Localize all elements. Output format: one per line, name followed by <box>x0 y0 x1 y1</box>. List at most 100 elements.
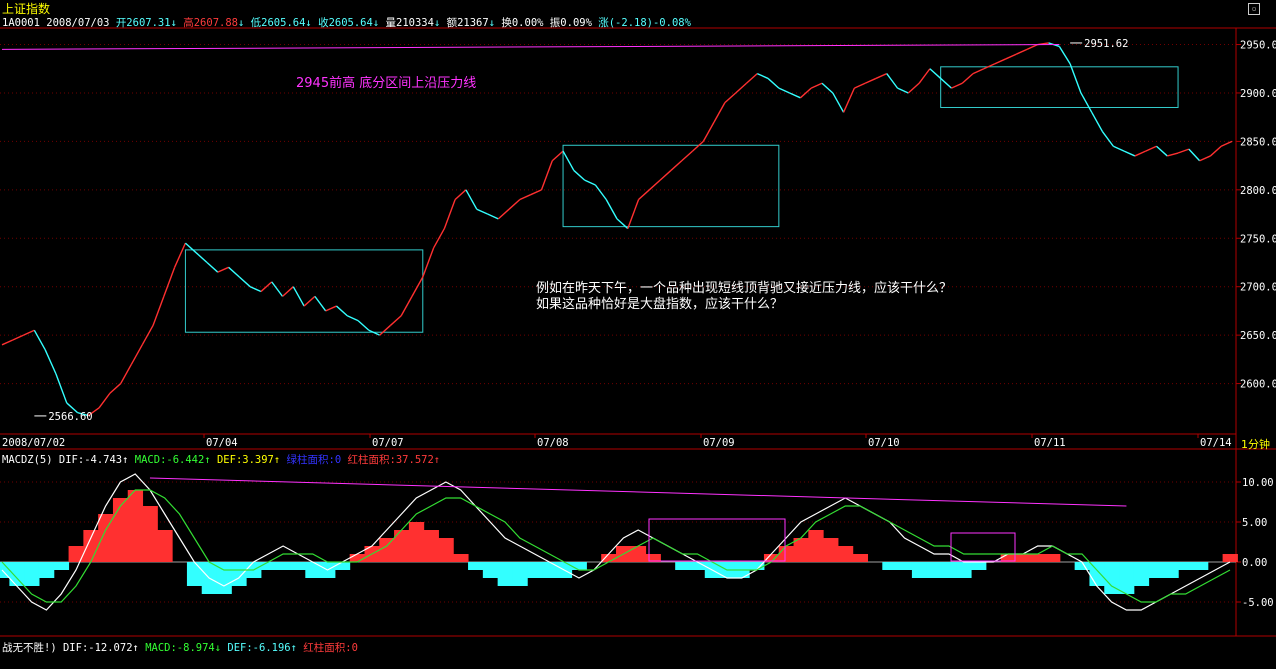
low-price: 低2605.64 <box>250 17 306 29</box>
bottom-legend: 战无不胜!) DIF:-12.072↑ MACD:-8.974↓ DEF:-6.… <box>2 642 358 654</box>
price-segment <box>465 189 478 210</box>
price-segment <box>854 82 866 89</box>
price-segment <box>756 72 769 80</box>
bottom-name: 战无不胜!) <box>2 642 57 654</box>
price-segment <box>44 349 57 375</box>
histogram-bar <box>852 554 869 562</box>
price-segment <box>670 160 683 171</box>
period-label[interactable]: 1分钟 <box>1241 438 1270 451</box>
price-segment <box>1015 48 1028 55</box>
price-tick-label: 2750.0 <box>1240 233 1276 245</box>
price-segment <box>951 82 963 89</box>
histogram-bar <box>601 554 617 562</box>
high-price: 高2607.88 <box>183 17 238 29</box>
histogram-bar <box>349 554 365 562</box>
histogram-bar <box>127 490 144 562</box>
histogram-bar <box>971 562 987 570</box>
histogram-bar <box>571 562 587 570</box>
histogram-bar <box>98 514 114 562</box>
price-segment <box>98 392 111 409</box>
histogram-bar <box>823 538 839 562</box>
histogram-bar <box>497 562 513 586</box>
price-segment <box>325 305 337 312</box>
quote-date: 2008/07/03 <box>46 17 110 29</box>
x-tick-label: 07/07 <box>372 437 404 449</box>
price-segment <box>55 373 68 404</box>
x-tick-label: 07/10 <box>868 437 900 449</box>
turnover: 换0.00% <box>501 17 544 29</box>
restore-icon[interactable]: ▫ <box>1248 3 1260 15</box>
price-segment <box>616 218 629 230</box>
histogram-bar <box>1178 562 1194 570</box>
divergence-box-2 <box>950 532 1016 562</box>
price-segment <box>141 325 154 346</box>
macd-legend: MACDZ(5) DIF:-4.743↑ MACD:-6.442↑ DEF:3.… <box>2 454 441 466</box>
price-segment <box>724 92 737 104</box>
bottom-red-area: 红柱面积:0 <box>303 642 358 654</box>
histogram-bar <box>1089 562 1105 586</box>
histogram-bar <box>112 498 129 562</box>
price-segment <box>1134 150 1146 157</box>
price-segment <box>842 87 856 113</box>
divergence-line <box>149 477 1127 507</box>
price-segment <box>303 295 316 307</box>
price-segment <box>1199 155 1211 162</box>
price-segment <box>907 82 920 94</box>
price-segment <box>282 286 294 297</box>
price-segment <box>681 150 693 162</box>
price-tick-label: 2700.0 <box>1240 282 1276 294</box>
price-segment <box>1220 140 1233 147</box>
histogram-bar <box>468 562 484 570</box>
histogram-bar <box>749 562 765 570</box>
price-segment <box>422 247 435 278</box>
x-tick-label: 2008/07/02 <box>2 437 65 449</box>
price-segment <box>508 198 521 210</box>
macd-tick-label: -5.00 <box>1242 597 1274 609</box>
histogram-bar <box>1030 554 1046 562</box>
price-tick-label: 2600.0 <box>1240 379 1276 391</box>
price-segment <box>249 286 262 293</box>
price-segment <box>530 189 542 196</box>
bottom-def: DEF:-6.196 <box>227 642 291 654</box>
price-segment <box>238 276 251 288</box>
price-segment <box>357 320 370 331</box>
price-segment <box>217 266 229 273</box>
price-tick-label: 2950.0 <box>1240 40 1276 52</box>
macd-tick-label: 10.00 <box>1242 477 1274 489</box>
price-segment <box>23 329 35 336</box>
histogram-bar <box>1133 562 1150 586</box>
amount: 额21367 <box>446 17 489 29</box>
dif-line <box>1 473 1231 611</box>
histogram-bar <box>911 562 928 578</box>
price-segment <box>789 92 801 99</box>
price-segment <box>875 72 888 80</box>
histogram-bar <box>1119 562 1135 594</box>
price-segment <box>184 242 197 254</box>
histogram-bar <box>897 562 913 570</box>
histogram-bar <box>423 530 439 562</box>
extreme-point-label: 2951.62 <box>1084 38 1128 50</box>
x-tick-label: 07/04 <box>206 437 238 449</box>
macd-tick-label: 5.00 <box>1242 517 1267 529</box>
histogram-bar <box>837 546 854 562</box>
x-tick-label: 07/09 <box>703 437 735 449</box>
window-controls[interactable]: ▫ <box>1246 1 1272 15</box>
price-segment <box>778 87 790 94</box>
price-segment <box>379 324 391 336</box>
price-segment <box>832 92 845 113</box>
price-segment <box>735 82 747 94</box>
price-segment <box>1091 111 1104 133</box>
histogram-bar <box>808 530 824 562</box>
histogram-bar <box>9 562 25 586</box>
histogram-bar <box>260 562 277 570</box>
price-segment <box>443 199 456 229</box>
price-segment <box>983 63 995 70</box>
histogram-bar <box>1163 562 1179 578</box>
histogram-bar <box>0 562 10 578</box>
histogram-bar <box>334 562 351 570</box>
macd-green-area: 绿柱面积:0 <box>286 454 342 466</box>
price-segment <box>314 295 327 312</box>
histogram-bar <box>290 562 306 570</box>
price-segment <box>476 208 488 215</box>
